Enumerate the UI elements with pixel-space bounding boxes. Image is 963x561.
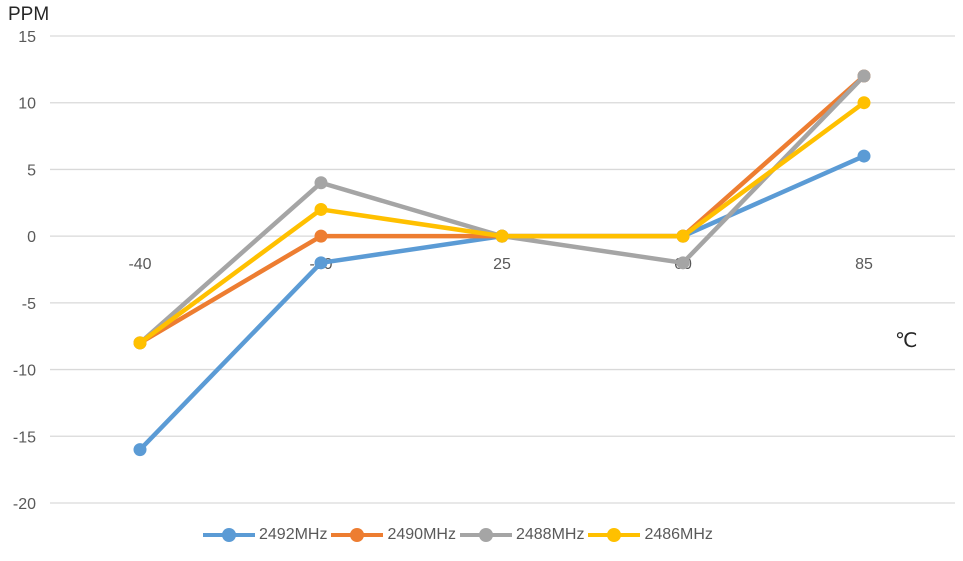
legend-item: 2488MHz [459, 526, 585, 544]
legend-line-marker-icon [588, 528, 641, 542]
data-point [676, 256, 690, 270]
legend-label: 2488MHz [515, 526, 585, 543]
x-tick-label: 25 [493, 256, 511, 273]
data-point [314, 202, 328, 216]
y-tick-label: -20 [13, 496, 36, 513]
chart-legend: 2492MHz 2490MHz 2488MHz 2486MHz [203, 526, 717, 544]
legend-label: 2492MHz [259, 526, 328, 543]
data-point [314, 229, 328, 243]
y-tick-label: 10 [18, 96, 36, 113]
y-tick-label: 5 [27, 162, 36, 179]
series-2490MHz [133, 69, 871, 350]
data-point [857, 149, 871, 163]
series-2488MHz [133, 69, 871, 350]
data-point [857, 69, 871, 83]
y-tick-label: 0 [27, 229, 36, 246]
y-tick-label: -5 [22, 296, 36, 313]
legend-item: 2486MHz [588, 526, 713, 544]
x-axis-unit: ℃ [895, 330, 918, 352]
y-tick-label: -10 [13, 363, 36, 380]
x-tick-label: -40 [128, 256, 151, 273]
data-point [133, 336, 147, 350]
legend-label: 2486MHz [644, 526, 713, 543]
x-tick-label: 85 [855, 256, 873, 273]
y-axis-title: PPM [8, 4, 50, 25]
legend-item: 2492MHz [203, 526, 327, 544]
data-point [133, 443, 147, 457]
legend-line-marker-icon [331, 528, 384, 542]
y-tick-label: -15 [13, 429, 36, 446]
data-point [314, 256, 328, 270]
series-2486MHz [133, 96, 871, 350]
data-point [495, 229, 509, 243]
legend-line-marker-icon [459, 528, 512, 542]
data-point [676, 229, 690, 243]
y-tick-label: 15 [18, 29, 36, 46]
data-point [857, 96, 871, 110]
legend-label: 2490MHz [387, 526, 456, 543]
legend-line-marker-icon [203, 528, 255, 542]
data-point [314, 176, 328, 190]
legend-item: 2490MHz [331, 526, 456, 544]
